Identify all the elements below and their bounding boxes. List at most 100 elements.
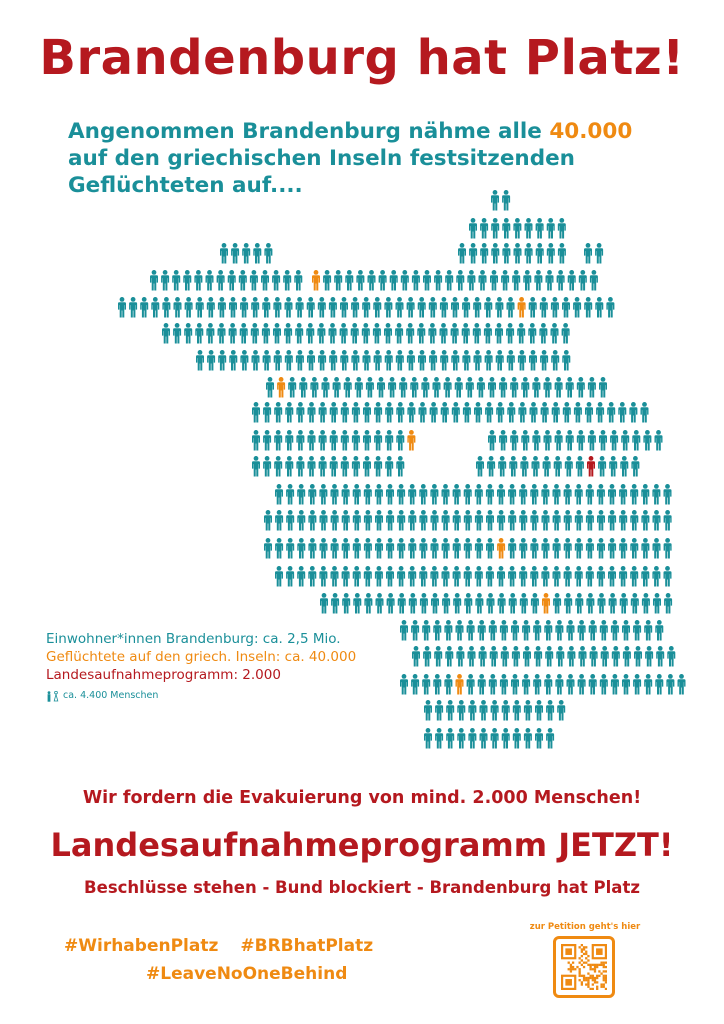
petition-qr-code[interactable] (553, 936, 615, 998)
resident-person-icon (477, 620, 486, 641)
resident-person-icon (629, 402, 638, 423)
resident-person-icon (408, 538, 417, 559)
resident-person-icon (406, 323, 415, 344)
resident-person-icon (408, 566, 417, 587)
resident-person-icon (373, 350, 382, 371)
resident-person-icon (600, 646, 609, 667)
resident-person-icon (275, 484, 284, 505)
resident-person-icon (274, 430, 283, 451)
resident-person-icon (557, 218, 566, 239)
resident-person-icon (545, 270, 554, 291)
resident-person-icon (543, 377, 552, 398)
resident-person-icon (483, 323, 492, 344)
resident-person-icon (508, 566, 517, 587)
resident-person-icon (451, 350, 460, 371)
resident-person-icon (419, 510, 428, 531)
resident-person-icon (528, 323, 537, 344)
resident-person-icon (441, 538, 450, 559)
resident-person-icon (555, 674, 564, 695)
resident-person-icon (410, 377, 419, 398)
resident-person-icon (597, 538, 605, 559)
resident-person-icon (216, 270, 225, 291)
resident-person-icon (608, 593, 617, 614)
resident-person-icon (446, 728, 455, 749)
resident-person-icon (408, 593, 417, 614)
resident-person-icon (652, 484, 661, 505)
resident-person-icon (608, 484, 616, 505)
resident-person-icon (374, 484, 383, 505)
resident-person-icon (252, 430, 260, 451)
resident-person-icon (597, 510, 605, 531)
resident-person-icon (667, 646, 676, 667)
resident-person-icon (229, 297, 237, 318)
resident-person-icon (587, 430, 596, 451)
resident-person-icon (342, 593, 351, 614)
resident-person-icon (553, 593, 562, 614)
resident-person-icon (490, 728, 499, 749)
resident-person-icon (468, 728, 477, 749)
resident-person-icon (456, 646, 465, 667)
resident-person-icon (441, 484, 450, 505)
resident-person-icon (411, 270, 420, 291)
resident-person-icon (644, 620, 653, 641)
resident-person-icon (252, 456, 260, 477)
resident-person-icon (419, 593, 428, 614)
hashtag-wirhabenplatz: #WirhabenPlatz (64, 936, 219, 956)
resident-person-icon (340, 456, 349, 477)
resident-person-icon (521, 430, 530, 451)
resident-person-icon (641, 510, 650, 531)
resident-person-icon (541, 484, 550, 505)
resident-person-icon (328, 323, 337, 344)
resident-person-icon (285, 430, 294, 451)
resident-person-icon (663, 566, 672, 587)
resident-person-icon (374, 430, 383, 451)
qr-code-icon (561, 944, 607, 990)
resident-person-icon (423, 270, 432, 291)
resident-person-icon (546, 218, 555, 239)
resident-person-icon (565, 430, 574, 451)
resident-person-icon (129, 297, 138, 318)
resident-person-icon (396, 430, 405, 451)
resident-person-icon (328, 297, 337, 318)
resident-person-icon (206, 297, 215, 318)
resident-person-icon (386, 484, 395, 505)
resident-person-icon (541, 566, 550, 587)
resident-person-icon (361, 323, 370, 344)
resident-person-icon (488, 620, 497, 641)
resident-person-icon (397, 566, 406, 587)
resident-person-icon (641, 593, 650, 614)
resident-person-icon (539, 297, 548, 318)
resident-person-icon (473, 350, 482, 371)
resident-person-icon (351, 402, 360, 423)
program-person-icon (587, 456, 595, 477)
resident-person-icon (619, 566, 628, 587)
resident-person-icon (501, 728, 510, 749)
resident-person-icon (564, 456, 573, 477)
resident-person-icon (319, 538, 328, 559)
intro-line-1: Angenommen Brandenburg nähme alle 40.000 (68, 119, 633, 144)
resident-person-icon (374, 402, 383, 423)
resident-person-icon (319, 566, 328, 587)
resident-person-icon (524, 218, 533, 239)
refugee-person-icon (517, 297, 526, 318)
resident-person-icon (552, 484, 561, 505)
resident-person-icon (563, 484, 572, 505)
resident-person-icon (589, 270, 598, 291)
resident-person-icon (433, 674, 442, 695)
resident-person-icon (334, 270, 343, 291)
resident-person-icon (488, 674, 497, 695)
resident-person-icon (440, 350, 449, 371)
resident-person-icon (140, 297, 149, 318)
resident-person-icon (362, 350, 371, 371)
resident-person-icon (384, 350, 393, 371)
resident-person-icon (261, 270, 270, 291)
resident-person-icon (463, 538, 472, 559)
resident-person-icon (308, 510, 317, 531)
subline: Beschlüsse stehen - Bund blockiert - Bra… (84, 878, 640, 897)
resident-person-icon (551, 402, 560, 423)
resident-person-icon (540, 402, 549, 423)
intro-line-3: Geflüchteten auf.... (68, 173, 303, 198)
resident-person-icon (411, 674, 420, 695)
resident-person-icon (495, 350, 504, 371)
resident-person-icon (550, 297, 559, 318)
